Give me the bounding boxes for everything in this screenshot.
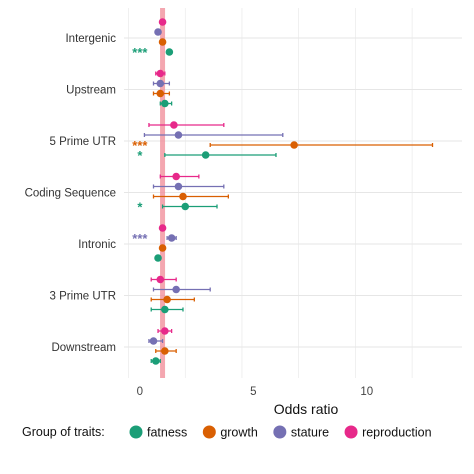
point-stature bbox=[172, 285, 180, 294]
point-stature bbox=[174, 131, 183, 139]
category-label: Upstream bbox=[66, 85, 116, 97]
point-growth bbox=[163, 295, 171, 304]
category-label: Downstream bbox=[51, 342, 116, 354]
point-growth bbox=[290, 141, 298, 149]
x-tick-label: 5 bbox=[250, 386, 256, 398]
x-axis-title: Odds ratio bbox=[274, 401, 339, 417]
point-fatness bbox=[161, 99, 169, 108]
point-stature bbox=[156, 79, 165, 88]
point-fatness bbox=[201, 151, 210, 159]
point-reproduction bbox=[172, 172, 180, 181]
legend-label-reproduction: reproduction bbox=[362, 426, 432, 440]
point-stature bbox=[167, 234, 176, 242]
legend: Group of traits: fatness growth stature rep… bbox=[22, 425, 432, 440]
significance-stars: *********** bbox=[132, 45, 148, 246]
point-reproduction bbox=[156, 69, 165, 78]
point-growth bbox=[161, 347, 169, 355]
point-fatness bbox=[165, 48, 174, 56]
point-growth bbox=[158, 38, 167, 46]
point-reproduction bbox=[158, 224, 167, 232]
point-growth bbox=[179, 192, 187, 201]
point-stature bbox=[174, 182, 183, 191]
point-fatness bbox=[181, 202, 190, 211]
point-fatness bbox=[151, 357, 160, 365]
point-growth bbox=[156, 89, 165, 98]
point-stature bbox=[154, 28, 162, 36]
legend-key-growth bbox=[202, 425, 216, 439]
category-label: 5 Prime UTR bbox=[50, 136, 116, 148]
x-tick-labels: 0 5 10 bbox=[137, 386, 373, 398]
point-fatness bbox=[161, 305, 169, 314]
legend-label-stature: stature bbox=[291, 426, 329, 440]
category-label: 3 Prime UTR bbox=[50, 291, 116, 303]
category-label: Intronic bbox=[78, 239, 116, 251]
legend-title: Group of traits: bbox=[22, 425, 105, 439]
legend-label-growth: growth bbox=[220, 426, 258, 440]
legend-key-fatness bbox=[129, 425, 143, 439]
legend-label-fatness: fatness bbox=[147, 426, 187, 440]
point-stature bbox=[149, 337, 158, 345]
significance-star-fatness: * bbox=[137, 200, 143, 215]
significance-star-growth: *** bbox=[132, 138, 148, 153]
data-marks bbox=[143, 18, 434, 365]
x-tick-label: 10 bbox=[360, 386, 373, 398]
category-label: Coding Sequence bbox=[25, 188, 116, 200]
x-tick-label: 0 bbox=[137, 386, 143, 398]
gridlines bbox=[124, 8, 462, 378]
point-growth bbox=[158, 244, 167, 252]
category-labels: Intergenic Upstream 5 Prime UTR Coding Sequ… bbox=[25, 33, 117, 354]
point-fatness bbox=[154, 254, 162, 262]
point-reproduction bbox=[161, 327, 169, 335]
significance-star-stature: *** bbox=[132, 231, 148, 246]
legend-key-reproduction bbox=[344, 425, 358, 439]
category-label: Intergenic bbox=[65, 33, 116, 45]
point-reproduction bbox=[158, 18, 167, 26]
point-reproduction bbox=[156, 275, 165, 284]
legend-key-stature bbox=[273, 425, 287, 439]
significance-star-fatness: * bbox=[137, 148, 143, 163]
significance-star-fatness: *** bbox=[132, 45, 148, 60]
point-reproduction bbox=[170, 121, 178, 129]
